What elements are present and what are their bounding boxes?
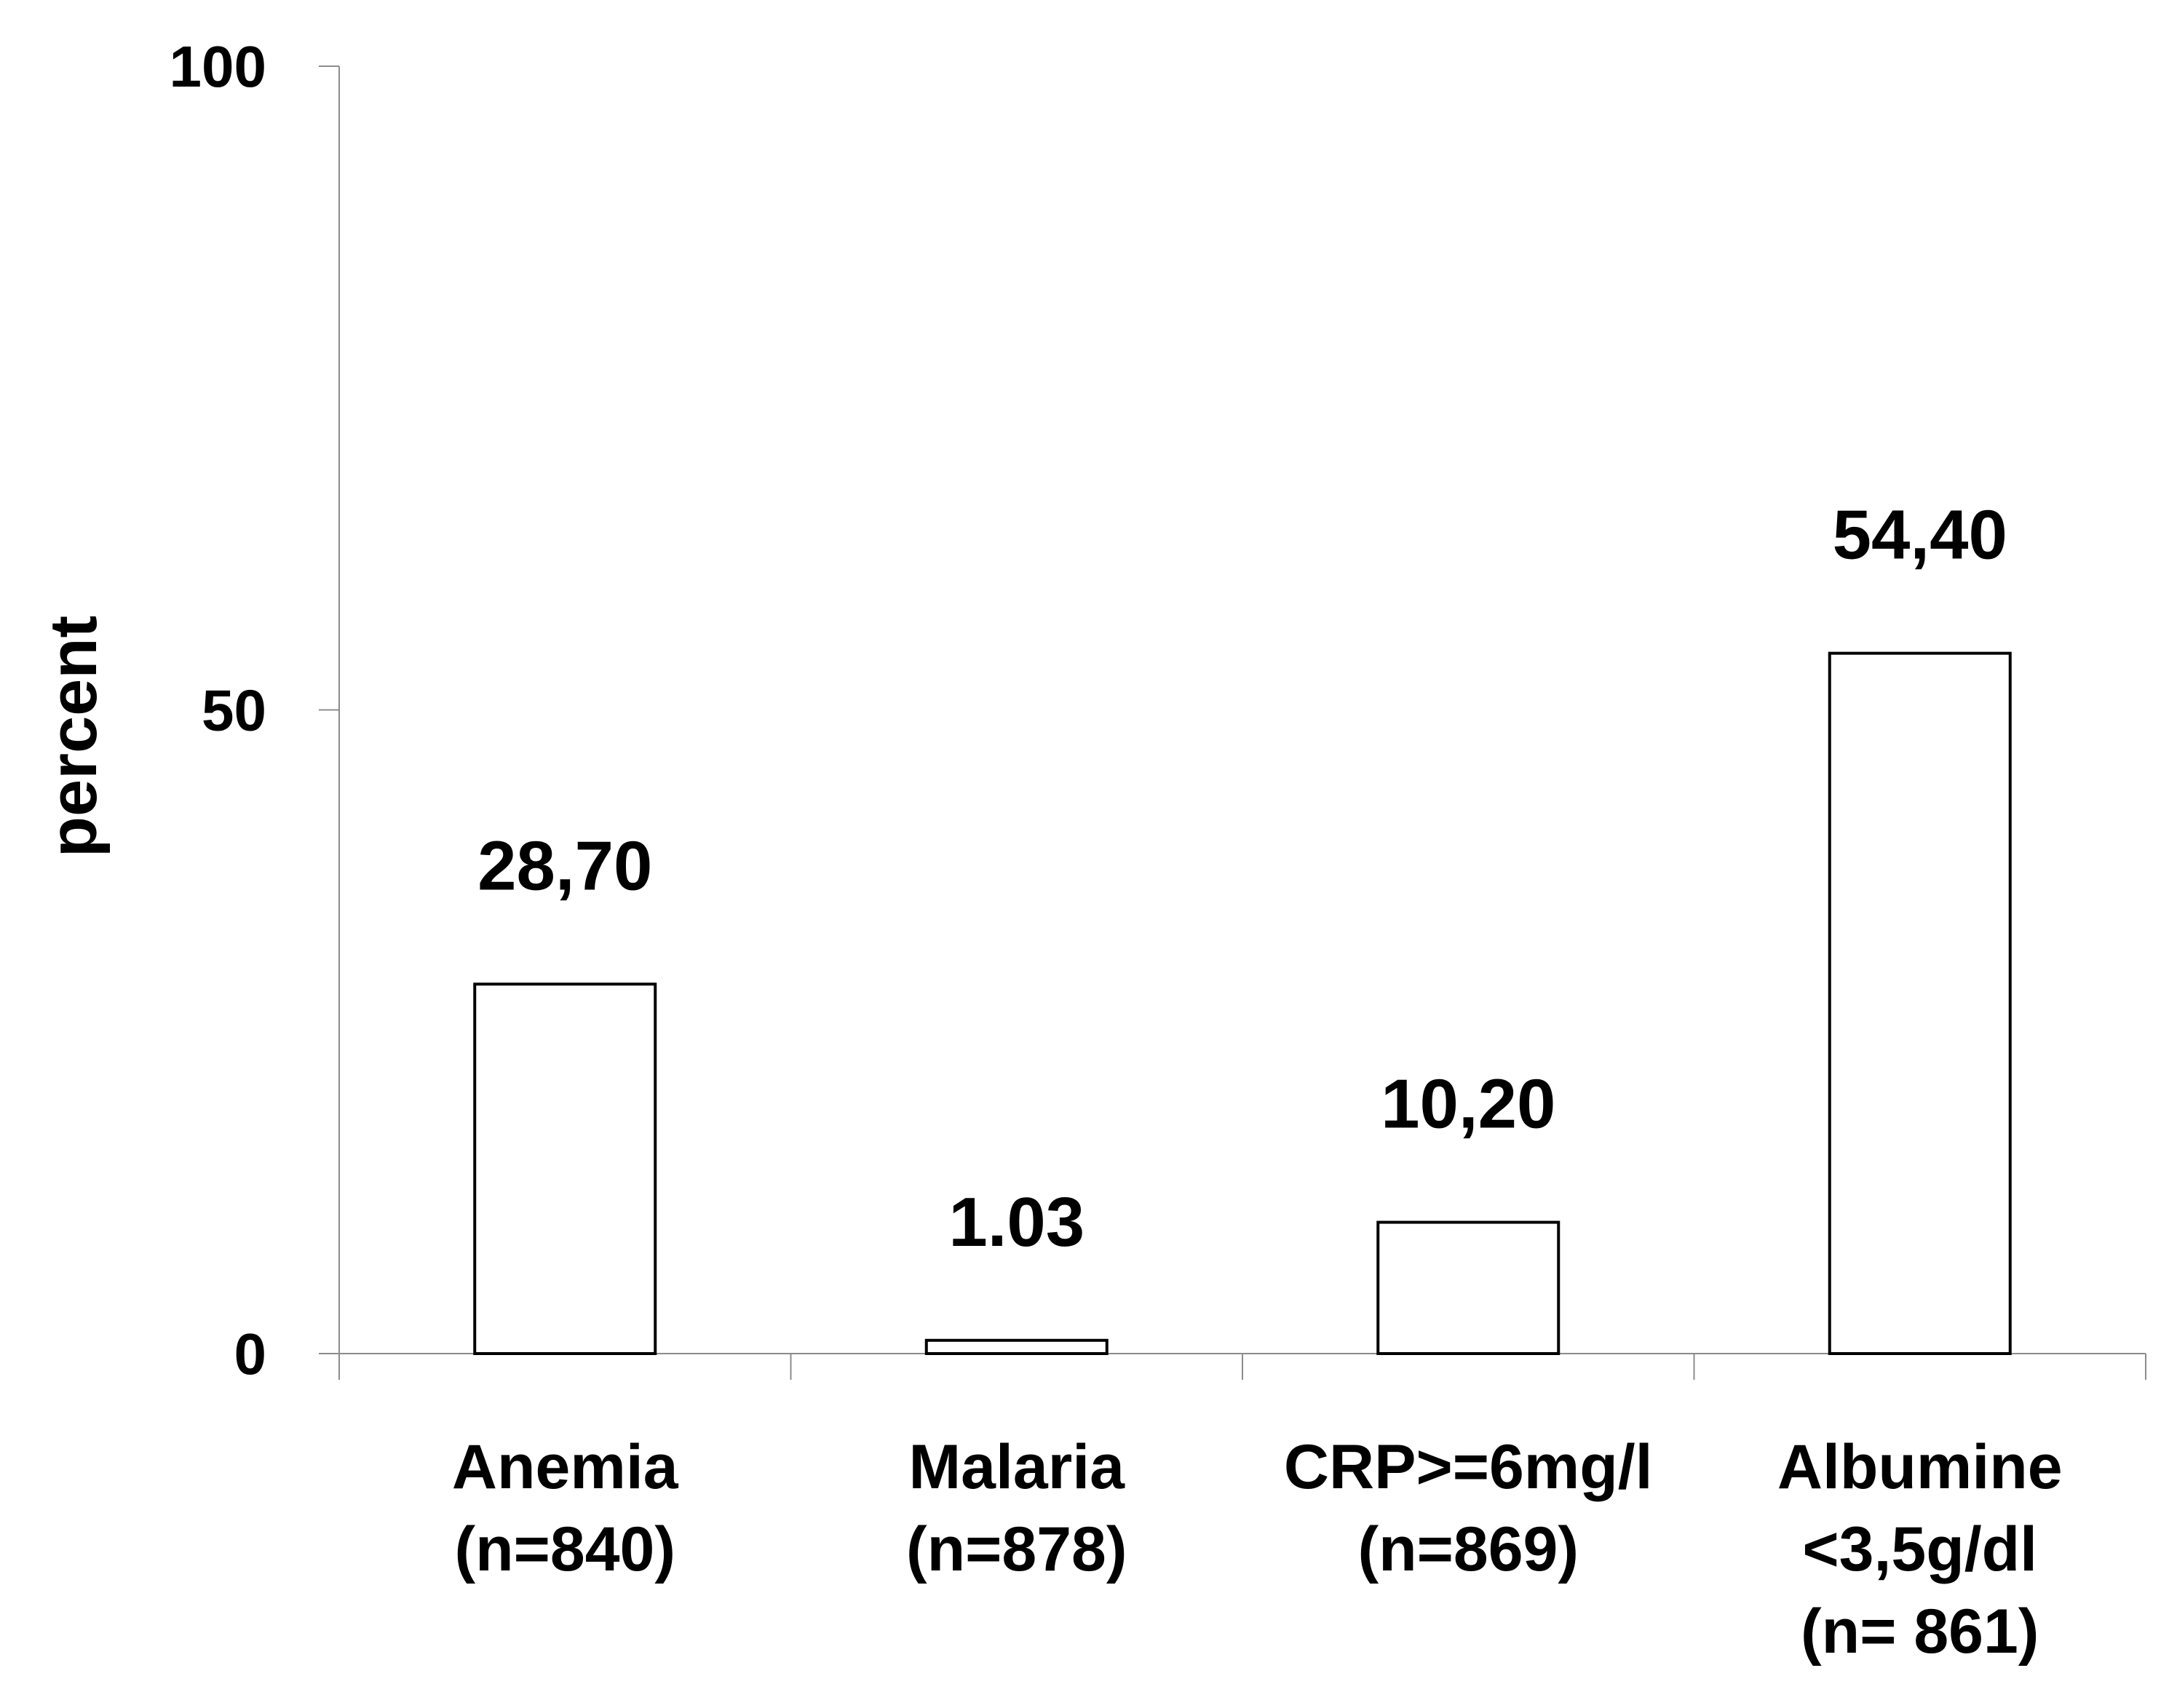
category-label: Anemia [452,1432,679,1502]
category-labels: Anemia (n=840) Malaria (n=878) CRP>=6mg/l (n=… [452,1432,2063,1667]
category-label: <3,5g/dl [1802,1514,2037,1584]
x-axis [338,1353,2146,1380]
category-label: Malaria [909,1432,1126,1502]
category-label: (n= 861) [1801,1597,2039,1667]
y-axis: 0 50 100 [170,34,340,1386]
y-tick-label: 50 [202,678,266,743]
category-label: CRP>=6mg/l [1284,1432,1653,1502]
y-tick-label: 100 [170,34,266,99]
bars [473,651,2012,1356]
y-axis-title: percent [36,616,111,857]
data-label: 1.03 [948,1183,1084,1261]
y-tick-label: 0 [234,1322,267,1386]
bar [924,1338,1109,1355]
bar [1376,1220,1561,1356]
data-labels: 28,70 1.03 10,20 54,40 [477,496,2007,1261]
data-label: 54,40 [1833,496,2007,574]
data-label: 28,70 [477,827,652,905]
category-label: (n=840) [454,1514,675,1584]
bar [473,982,657,1355]
category-label: (n=878) [906,1514,1127,1584]
category-label: (n=869) [1357,1514,1579,1584]
bar [1828,651,2012,1355]
data-label: 10,20 [1381,1065,1555,1143]
category-label: Albumine [1777,1432,2063,1502]
